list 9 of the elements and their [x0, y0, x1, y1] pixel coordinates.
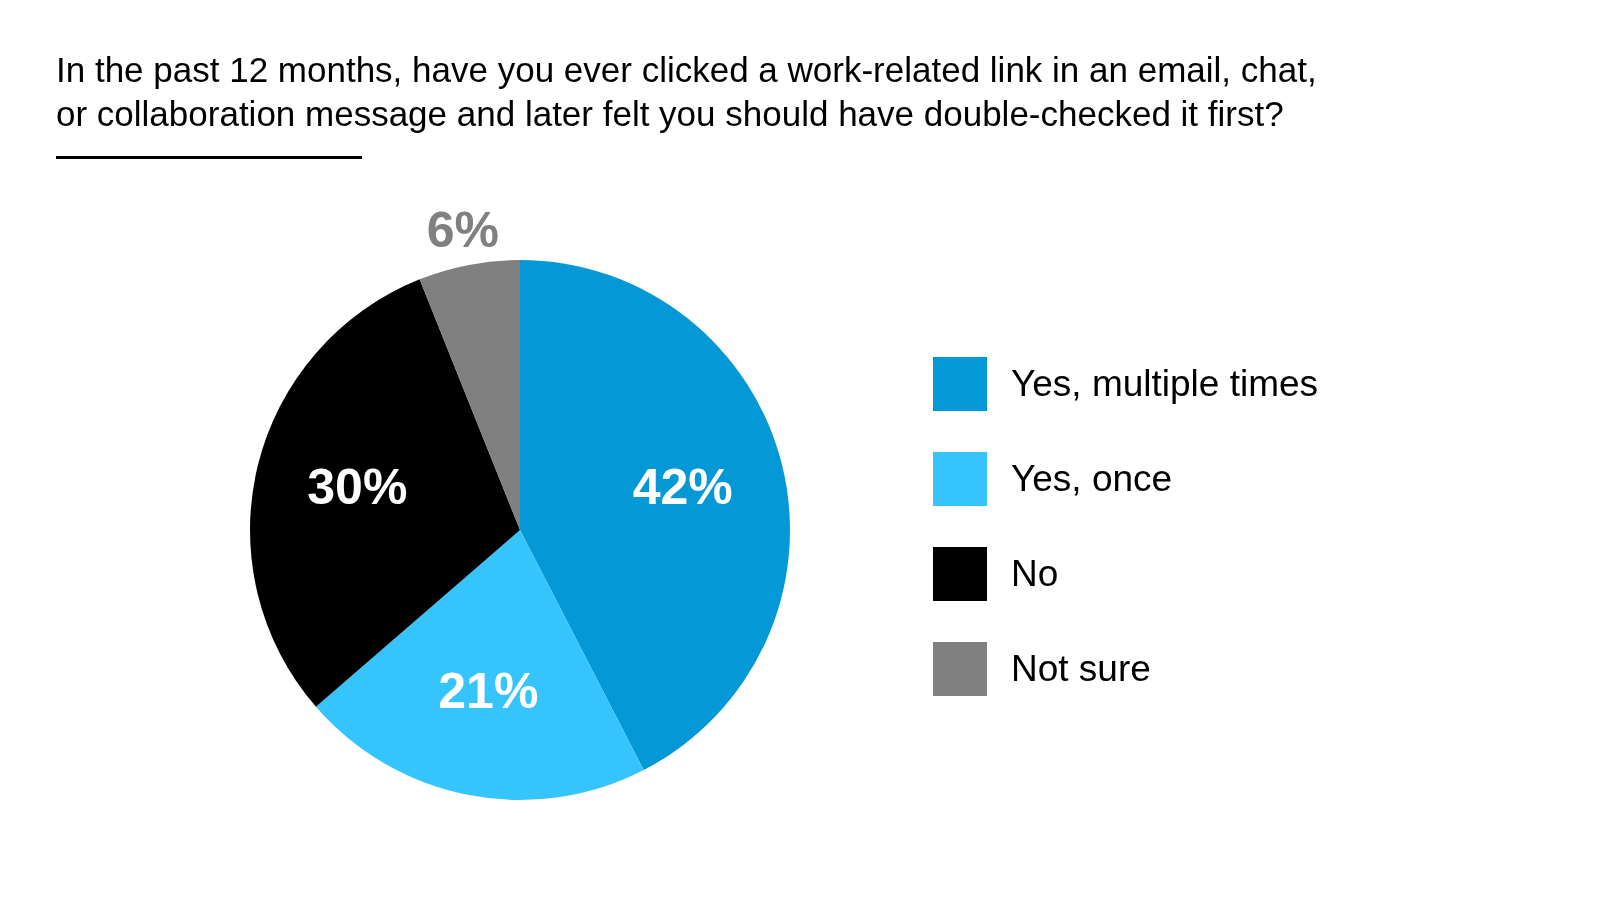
legend-label: No [1011, 553, 1059, 595]
data-label: 21% [438, 663, 539, 720]
data-label: 30% [307, 459, 408, 516]
legend-label: Yes, multiple times [1011, 363, 1319, 405]
legend-label: Not sure [1011, 648, 1151, 690]
data-label: 6% [426, 201, 499, 258]
chart-title: In the past 12 months, have you ever clicked a work-related link in an email, chat, or collaboration message and later felt you should have double-checked it first? [56, 49, 1318, 135]
data-label: 42% [632, 459, 733, 516]
legend-label: Yes, once [1011, 458, 1173, 500]
